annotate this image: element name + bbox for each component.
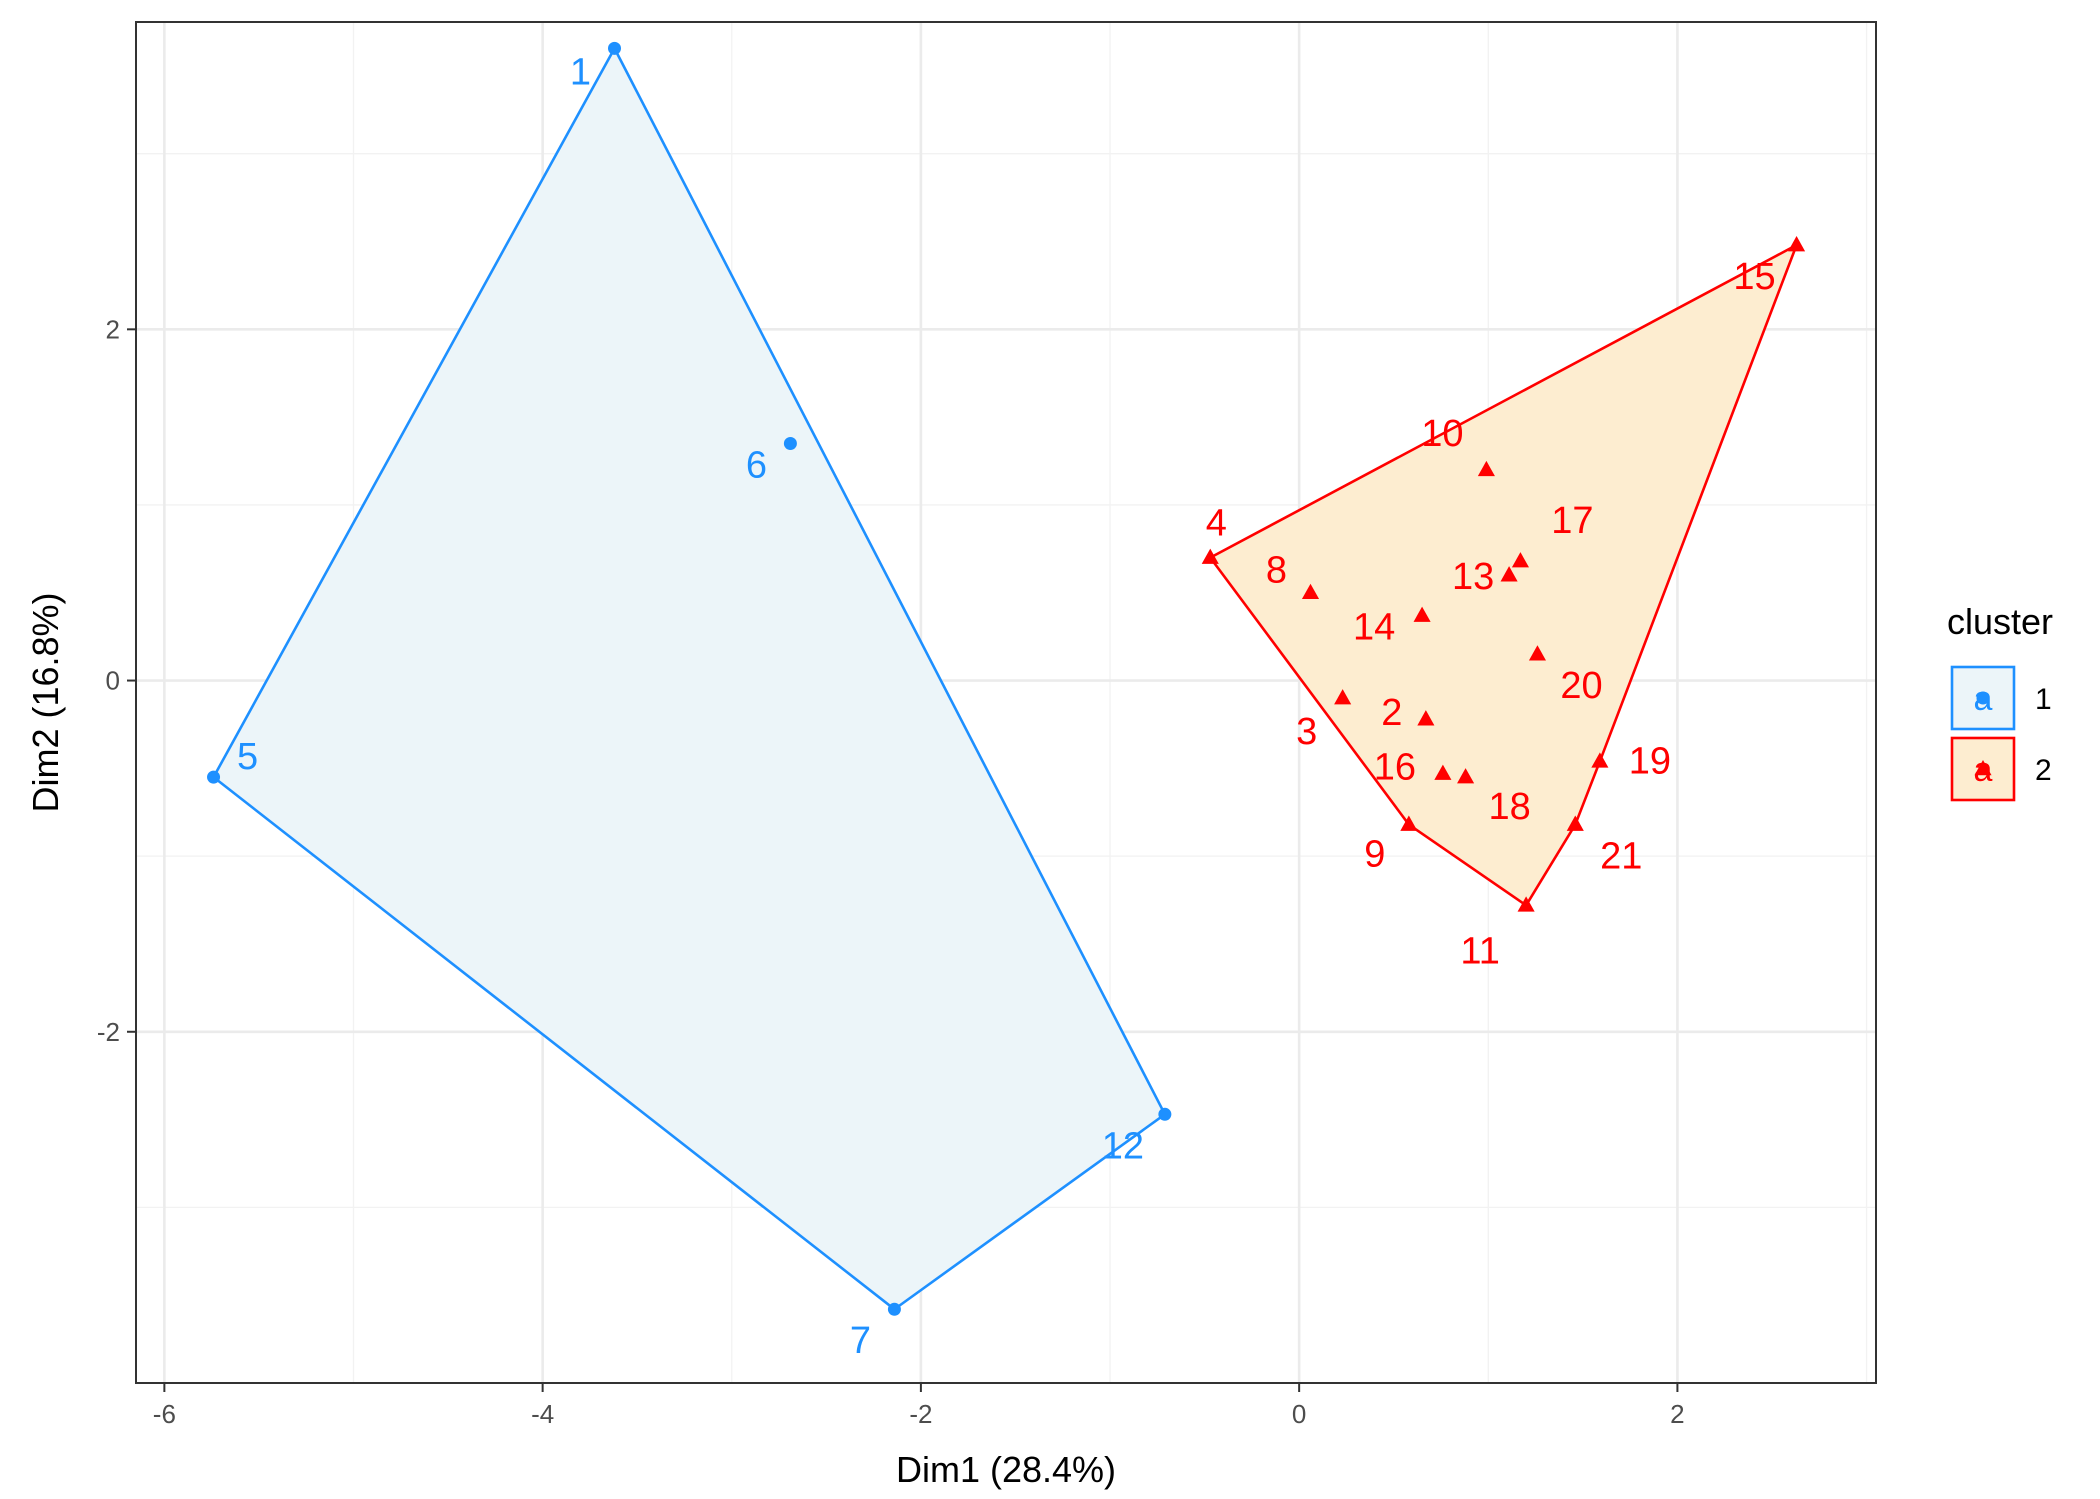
panel-border — [135, 21, 1877, 1384]
x-axis-title: Dim1 (28.4%) — [896, 1449, 1116, 1490]
point-label-1: 1 — [570, 51, 591, 93]
cluster-2-point-19 — [1591, 752, 1609, 768]
cluster-2-point-14 — [1413, 606, 1431, 622]
cluster-1-point-1 — [608, 41, 621, 55]
legend: cluster a 1 a 2 — [1947, 601, 2053, 802]
cluster-2-point-15 — [1788, 236, 1806, 252]
cluster-1-point-6 — [783, 436, 797, 450]
cluster-2-point-21 — [1566, 815, 1584, 831]
point-label-6: 6 — [746, 444, 767, 486]
cluster-1-point-7 — [887, 1302, 901, 1316]
y-tick-label: -2 — [97, 1017, 120, 1047]
y-tick-label: 0 — [106, 666, 120, 696]
cluster-2-point-20 — [1528, 645, 1547, 661]
point-label-4: 4 — [1206, 503, 1227, 545]
point-label-10: 10 — [1421, 413, 1463, 455]
cluster-2-point-8 — [1301, 583, 1320, 600]
legend-title: cluster — [1947, 601, 2053, 642]
point-label-16: 16 — [1374, 747, 1416, 789]
y-axis-title: Dim2 (16.8%) — [25, 592, 66, 812]
point-label-18: 18 — [1488, 786, 1530, 828]
legend-key-point — [1974, 760, 1992, 776]
point-label-3: 3 — [1296, 711, 1317, 753]
cluster-2-point-3 — [1334, 689, 1352, 705]
point-label-9: 9 — [1364, 834, 1385, 876]
point-label-8: 8 — [1266, 550, 1287, 592]
cluster-1-point-12 — [1158, 1107, 1172, 1121]
point-label-17: 17 — [1551, 500, 1593, 542]
cluster-2-point-9 — [1400, 815, 1418, 831]
point-label-14: 14 — [1353, 607, 1395, 649]
point-label-2: 2 — [1381, 692, 1402, 734]
point-label-5: 5 — [237, 736, 258, 778]
legend-key-point — [1976, 691, 1990, 705]
legend-label-2: 2 — [2035, 754, 2052, 787]
cluster-2-point-17 — [1511, 552, 1529, 568]
cluster-1-point-5 — [207, 770, 221, 784]
y-tick-label: 2 — [106, 314, 120, 344]
x-tick-label: -2 — [909, 1399, 932, 1429]
point-label-21: 21 — [1600, 836, 1642, 878]
cluster-2-point-16 — [1434, 764, 1452, 780]
x-tick-label: -6 — [153, 1399, 176, 1429]
x-tick-label: 0 — [1292, 1399, 1306, 1429]
x-tick-label: 2 — [1670, 1399, 1684, 1429]
legend-key-glyph: a — [1974, 680, 1993, 718]
cluster-2-point-11 — [1517, 896, 1535, 912]
x-tick-label: -4 — [531, 1399, 554, 1429]
point-label-11: 11 — [1460, 930, 1499, 972]
cluster-2-point-4 — [1201, 548, 1219, 564]
cluster-2-point-18 — [1457, 768, 1475, 784]
point-label-20: 20 — [1560, 665, 1602, 707]
legend-label-1: 1 — [2035, 683, 2052, 716]
cluster-2-point-2 — [1417, 710, 1435, 726]
point-label-13: 13 — [1452, 556, 1494, 598]
data-points — [207, 41, 1806, 1316]
point-label-12: 12 — [1102, 1125, 1144, 1167]
axis-ticks: -6 -4 -2 0 220-2 — [97, 314, 1685, 1429]
point-label-15: 15 — [1733, 256, 1775, 298]
point-label-7: 7 — [850, 1320, 871, 1362]
cluster-2-point-10 — [1477, 460, 1495, 477]
cluster-2-point-13 — [1500, 566, 1518, 582]
legend-key-glyph: a — [1974, 751, 1993, 789]
point-label-19: 19 — [1629, 740, 1671, 782]
